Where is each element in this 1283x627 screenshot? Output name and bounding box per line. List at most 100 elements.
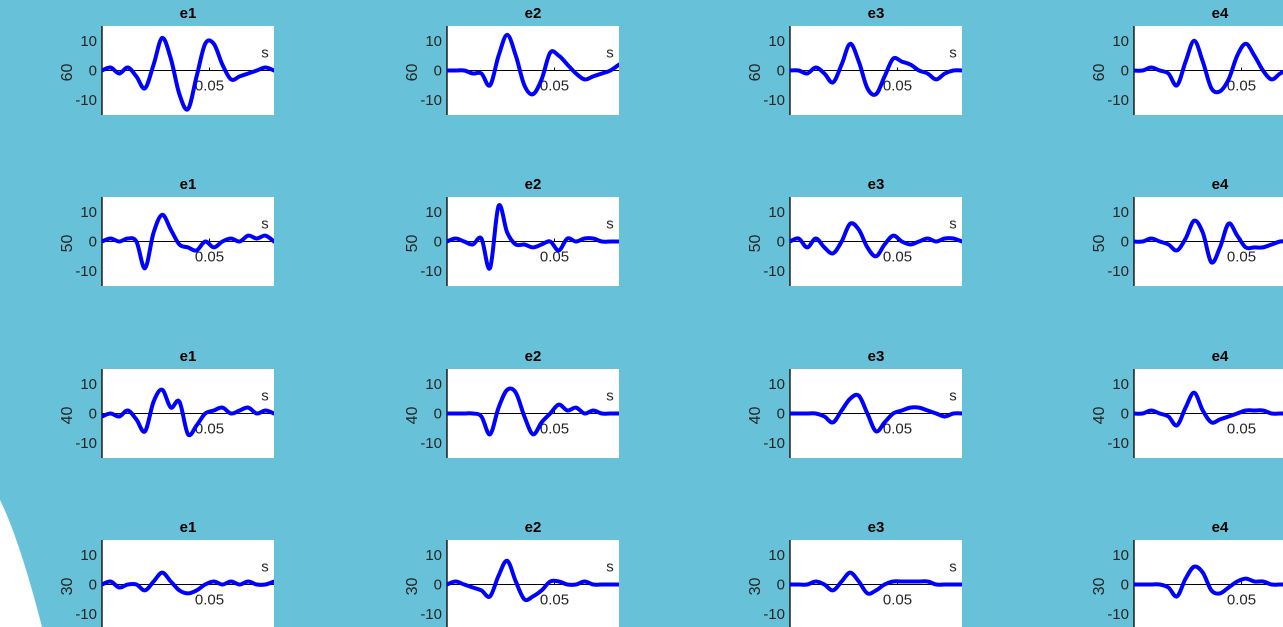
x-tick-label: 0.05	[1227, 421, 1256, 438]
y-tick-label: 10	[425, 547, 442, 564]
y-tick-label: 10	[80, 33, 97, 50]
series-line	[1134, 218, 1283, 265]
y-tick-label: 10	[1112, 376, 1129, 393]
y-tick-label: 0	[1121, 63, 1129, 80]
y-tick-label: 0	[434, 406, 442, 423]
panel-title: e4	[1212, 176, 1229, 193]
x-unit-label: s	[949, 45, 957, 62]
y-tick-label: 0	[1121, 234, 1129, 251]
series-line	[790, 570, 962, 596]
y-axis-label: 40	[747, 407, 764, 425]
y-axis-label: 30	[747, 578, 764, 596]
panel-title: e1	[180, 176, 197, 193]
y-axis-label: 40	[1091, 407, 1108, 425]
y-tick-label: 0	[1121, 577, 1129, 594]
panel-title: e3	[868, 176, 885, 193]
series-line	[1134, 390, 1283, 428]
x-unit-label: s	[261, 559, 269, 576]
y-tick-label: 10	[768, 376, 785, 393]
y-axis-label: 50	[1091, 235, 1108, 253]
x-tick-label: 0.05	[1227, 592, 1256, 609]
y-tick-label: 0	[777, 63, 785, 80]
x-tick-label: 0.05	[195, 249, 224, 266]
x-tick-label: 0.05	[195, 78, 224, 95]
y-tick-label: 10	[425, 204, 442, 221]
y-tick-label: 10	[1112, 33, 1129, 50]
y-tick-label: 0	[89, 63, 97, 80]
panel-title: e3	[868, 348, 885, 365]
y-tick-label: 0	[89, 406, 97, 423]
y-tick-label: -10	[420, 606, 442, 623]
x-tick-label: 0.05	[540, 78, 569, 95]
y-axis-label: 30	[59, 578, 76, 596]
y-tick-label: -10	[75, 263, 97, 280]
y-tick-label: -10	[1107, 263, 1129, 280]
y-tick-label: 10	[768, 33, 785, 50]
y-tick-label: 0	[777, 234, 785, 251]
y-axis-label: 60	[404, 64, 421, 82]
y-tick-label: -10	[420, 92, 442, 109]
y-axis-label: 50	[404, 235, 421, 253]
x-tick-label: 0.05	[883, 421, 912, 438]
x-unit-label: s	[261, 216, 269, 233]
series-line	[102, 212, 274, 271]
y-tick-label: 10	[425, 33, 442, 50]
x-tick-label: 0.05	[195, 421, 224, 438]
series-line	[790, 392, 962, 434]
panel-grid: e160100-100.05se260100-100.05se360100-10…	[59, 5, 1283, 627]
y-tick-label: 0	[777, 577, 785, 594]
panel-title: e4	[1212, 519, 1229, 536]
y-tick-label: 10	[768, 547, 785, 564]
x-tick-label: 0.05	[1227, 78, 1256, 95]
panel-title: e3	[868, 5, 885, 22]
y-tick-label: -10	[1107, 606, 1129, 623]
series-line	[790, 221, 962, 259]
panel-title: e2	[525, 176, 542, 193]
y-axis-label: 50	[747, 235, 764, 253]
panel-title: e2	[525, 348, 542, 365]
y-tick-label: 0	[434, 577, 442, 594]
x-unit-label: s	[949, 559, 957, 576]
y-tick-label: 10	[425, 376, 442, 393]
y-tick-label: 10	[80, 376, 97, 393]
panel-title: e2	[525, 5, 542, 22]
y-axis-label: 60	[1091, 64, 1108, 82]
y-tick-label: -10	[75, 435, 97, 452]
panel-title: e1	[180, 348, 197, 365]
panel-title: e2	[525, 519, 542, 536]
series-line	[1134, 38, 1283, 95]
y-axis-label: 60	[747, 64, 764, 82]
y-tick-label: 10	[768, 204, 785, 221]
series-line	[102, 570, 274, 596]
x-tick-label: 0.05	[540, 249, 569, 266]
y-axis-label: 30	[1091, 578, 1108, 596]
y-tick-label: -10	[420, 435, 442, 452]
y-tick-label: -10	[420, 263, 442, 280]
y-tick-label: 0	[1121, 406, 1129, 423]
series-line	[790, 41, 962, 97]
y-axis-label: 50	[59, 235, 76, 253]
series-line	[447, 203, 619, 271]
y-tick-label: 0	[434, 63, 442, 80]
panel-title: e3	[868, 519, 885, 536]
series-line	[447, 386, 619, 437]
x-unit-label: s	[606, 559, 614, 576]
y-tick-label: 0	[89, 234, 97, 251]
y-tick-label: -10	[763, 435, 785, 452]
x-unit-label: s	[606, 388, 614, 405]
x-tick-label: 0.05	[883, 592, 912, 609]
y-tick-label: -10	[763, 263, 785, 280]
